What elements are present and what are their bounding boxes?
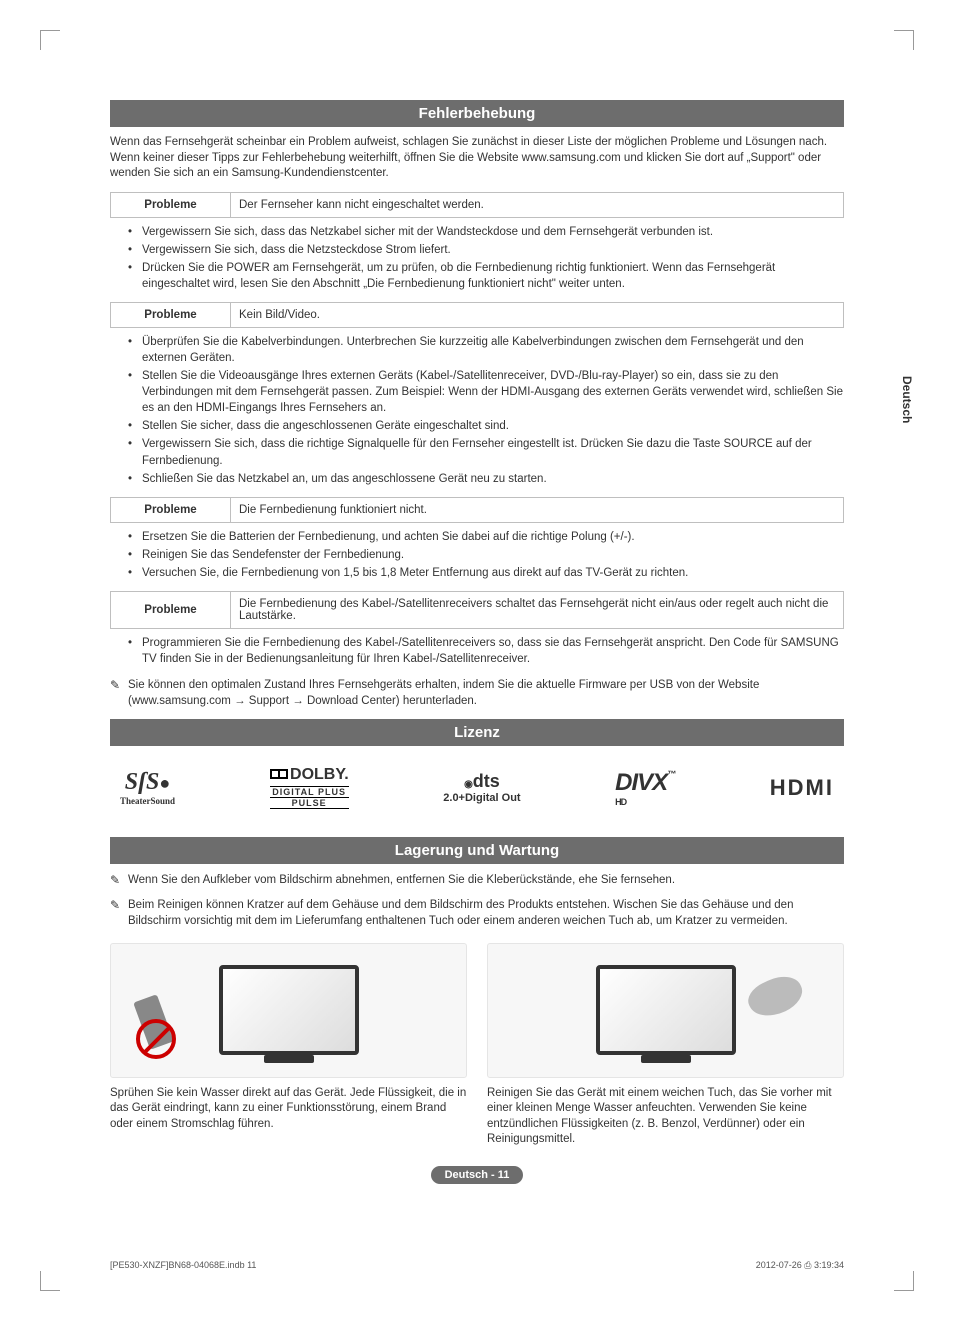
solution-item: Stellen Sie die Videoausgänge Ihres exte… bbox=[128, 368, 844, 416]
solutions-1: Vergewissern Sie sich, dass das Netzkabe… bbox=[110, 224, 844, 292]
divx-logo: DIVX™ HD bbox=[615, 769, 675, 807]
solution-item: Versuchen Sie, die Fernbedienung von 1,5… bbox=[128, 565, 844, 581]
problem-1-text: Der Fernseher kann nicht eingeschaltet w… bbox=[231, 193, 843, 217]
section-storage-header: Lagerung und Wartung bbox=[110, 837, 844, 864]
footer-left: [PE530-XNZF]BN68-04068E.indb 11 bbox=[110, 1260, 256, 1271]
solutions-4: Programmieren Sie die Fernbedienung des … bbox=[110, 635, 844, 667]
problem-4-text: Die Fernbedienung des Kabel-/Satellitenr… bbox=[231, 592, 843, 628]
problem-label: Probleme bbox=[111, 303, 231, 327]
solution-item: Reinigen Sie das Sendefenster der Fernbe… bbox=[128, 547, 844, 563]
footer-right: 2012-07-26 ⎙ 3:19:34 bbox=[756, 1260, 844, 1271]
solutions-2: Überprüfen Sie die Kabelverbindungen. Un… bbox=[110, 334, 844, 487]
page-number-badge: Deutsch - 11 bbox=[431, 1166, 524, 1184]
solutions-3: Ersetzen Sie die Batterien der Fernbedie… bbox=[110, 529, 844, 581]
srs-logo: SſS● TheaterSound bbox=[120, 769, 175, 806]
care-caption-1: Sprühen Sie kein Wasser direkt auf das G… bbox=[110, 1086, 467, 1133]
print-footer: [PE530-XNZF]BN68-04068E.indb 11 2012-07-… bbox=[110, 1260, 844, 1271]
problem-row-4: Probleme Die Fernbedienung des Kabel-/Sa… bbox=[110, 591, 844, 629]
solution-item: Stellen Sie sicher, dass die angeschloss… bbox=[128, 418, 844, 434]
dts-logo: ◉dts 2.0+Digital Out bbox=[443, 771, 520, 804]
care-col-right: Reinigen Sie das Gerät mit einem weichen… bbox=[487, 943, 844, 1148]
solution-item: Vergewissern Sie sich, dass die richtige… bbox=[128, 436, 844, 468]
divx-logo-sub: HD bbox=[615, 797, 675, 807]
hdmi-logo: HDMI bbox=[770, 775, 834, 801]
section-troubleshooting-header: Fehlerbehebung bbox=[110, 100, 844, 127]
solution-item: Vergewissern Sie sich, dass die Netzstec… bbox=[128, 242, 844, 258]
section-license-header: Lizenz bbox=[110, 719, 844, 746]
dolby-logo-sub2: PULSE bbox=[270, 798, 349, 809]
language-tab: Deutsch bbox=[898, 370, 916, 429]
problem-3-text: Die Fernbedienung funktioniert nicht. bbox=[231, 498, 843, 522]
firmware-note: Sie können den optimalen Zustand Ihres F… bbox=[110, 677, 844, 709]
problem-row-3: Probleme Die Fernbedienung funktioniert … bbox=[110, 497, 844, 523]
storage-note-1: Wenn Sie den Aufkleber vom Bildschirm ab… bbox=[110, 872, 844, 888]
dolby-logo: DOLBY. DIGITAL PLUS PULSE bbox=[270, 766, 349, 809]
dolby-logo-text: DOLBY. bbox=[290, 766, 349, 783]
problem-row-2: Probleme Kein Bild/Video. bbox=[110, 302, 844, 328]
page-number: Deutsch - 11 bbox=[110, 1166, 844, 1184]
solution-item: Drücken Sie die POWER am Fernsehgerät, u… bbox=[128, 260, 844, 292]
license-logos: SſS● TheaterSound DOLBY. DIGITAL PLUS PU… bbox=[110, 754, 844, 827]
problem-row-1: Probleme Der Fernseher kann nicht einges… bbox=[110, 192, 844, 218]
care-col-left: Sprühen Sie kein Wasser direkt auf das G… bbox=[110, 943, 467, 1148]
dts-logo-text: dts bbox=[473, 771, 500, 791]
dts-logo-sub: 2.0+Digital Out bbox=[443, 792, 520, 804]
care-images-row: Sprühen Sie kein Wasser direkt auf das G… bbox=[110, 943, 844, 1148]
page-content: Fehlerbehebung Wenn das Fernsehgerät sch… bbox=[110, 100, 844, 1184]
solution-item: Vergewissern Sie sich, dass das Netzkabe… bbox=[128, 224, 844, 240]
solution-item: Ersetzen Sie die Batterien der Fernbedie… bbox=[128, 529, 844, 545]
storage-note-2: Beim Reinigen können Kratzer auf dem Geh… bbox=[110, 897, 844, 929]
solution-item: Programmieren Sie die Fernbedienung des … bbox=[128, 635, 844, 667]
dolby-logo-sub: DIGITAL PLUS bbox=[270, 786, 349, 798]
problem-label: Probleme bbox=[111, 592, 231, 628]
divx-logo-text: DIVX bbox=[615, 769, 667, 796]
problem-label: Probleme bbox=[111, 193, 231, 217]
solution-item: Überprüfen Sie die Kabelverbindungen. Un… bbox=[128, 334, 844, 366]
problem-2-text: Kein Bild/Video. bbox=[231, 303, 843, 327]
solution-item: Schließen Sie das Netzkabel an, um das a… bbox=[128, 471, 844, 487]
care-image-no-spray bbox=[110, 943, 467, 1078]
care-image-cloth bbox=[487, 943, 844, 1078]
problem-label: Probleme bbox=[111, 498, 231, 522]
srs-logo-sub: TheaterSound bbox=[120, 796, 175, 806]
care-caption-2: Reinigen Sie das Gerät mit einem weichen… bbox=[487, 1086, 844, 1148]
troubleshoot-intro: Wenn das Fernsehgerät scheinbar ein Prob… bbox=[110, 135, 844, 182]
srs-logo-text: SſS bbox=[125, 769, 160, 795]
prohibit-icon bbox=[136, 1019, 176, 1059]
